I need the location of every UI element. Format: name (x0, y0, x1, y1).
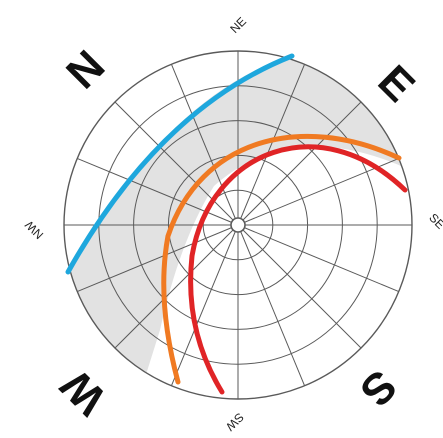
azimuth-line (114, 101, 239, 226)
label-south: S (351, 361, 406, 416)
label-southwest: SW (223, 410, 247, 433)
azimuth-line (237, 157, 399, 226)
zenith-marker (230, 217, 246, 233)
azimuth-line (114, 224, 239, 349)
azimuth-line (77, 224, 239, 293)
label-west: W (51, 360, 115, 424)
azimuth-line (237, 224, 362, 349)
azimuth-line (170, 224, 239, 386)
azimuth-lines (64, 51, 412, 399)
daylight-shaded-area (64, 56, 412, 399)
azimuth-line (237, 224, 306, 386)
azimuth-line (77, 157, 239, 226)
label-northwest: NW (22, 217, 47, 242)
azimuth-line (237, 224, 399, 293)
label-east: E (369, 56, 424, 111)
sun-path-red (188, 144, 408, 395)
sun-path-orange (161, 133, 402, 385)
azimuth-line (237, 101, 362, 226)
azimuth-line (170, 64, 239, 226)
label-northeast: NE (227, 14, 249, 36)
azimuth-line (237, 64, 306, 226)
label-southeast: SE (426, 211, 443, 232)
label-north: N (57, 41, 114, 98)
sun-path-blue (65, 53, 295, 275)
